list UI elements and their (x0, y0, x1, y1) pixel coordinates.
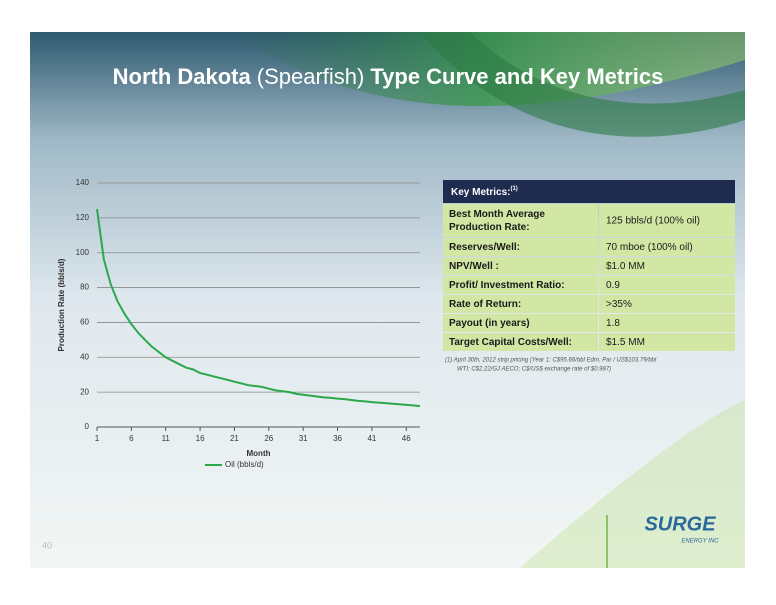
metric-label: Production Rate: (449, 222, 530, 233)
table-cell (599, 204, 735, 237)
metric-label: Target Capital Costs/Well: (449, 337, 572, 348)
x-tick-label: 16 (196, 434, 205, 443)
x-axis-label: Month (247, 449, 271, 458)
table-cell (599, 257, 735, 275)
x-tick-label: 36 (333, 434, 342, 443)
metric-value: 1.8 (606, 318, 620, 329)
metric-label: Best Month Average (449, 209, 545, 220)
metric-value: $1.5 MM (606, 337, 645, 348)
title-part: Type Curve and Key Metrics (370, 64, 663, 89)
y-tick-label: 0 (85, 422, 90, 431)
metric-label: Payout (in years) (449, 318, 530, 329)
table-cell (443, 295, 598, 313)
table-cell (443, 314, 598, 332)
table-cell (443, 238, 598, 256)
title-part: North Dakota (113, 64, 252, 89)
table-cell (443, 257, 598, 275)
header-text: Key Metrics: (451, 187, 510, 198)
table-cell (599, 333, 735, 351)
metric-value: >35% (606, 299, 632, 310)
table-cell (443, 204, 598, 237)
x-tick-label: 1 (95, 434, 100, 443)
y-tick-label: 20 (80, 387, 89, 396)
metric-label: NPV/Well : (449, 261, 499, 272)
metric-label: Reserves/Well: (449, 242, 520, 253)
title-part: (Spearfish) (257, 64, 365, 89)
y-tick-label: 40 (80, 352, 89, 361)
slide-title: North Dakota (Spearfish) Type Curve and Ke… (113, 64, 664, 89)
logo-sub: ENERGY INC (681, 539, 719, 545)
logo: SURGE (644, 513, 716, 535)
page-number: 40 (42, 540, 52, 550)
x-tick-label: 31 (299, 434, 308, 443)
footnote: (1) April 30th, 2012 strip pricing (Year… (445, 358, 657, 364)
metric-value: 125 bbls/d (100% oil) (606, 216, 700, 227)
swoosh (420, 32, 745, 137)
y-tick-label: 100 (76, 248, 90, 257)
table-cell (599, 238, 735, 256)
swoosh (520, 400, 745, 568)
metric-value: 0.9 (606, 280, 620, 291)
x-tick-label: 41 (367, 434, 376, 443)
x-tick-label: 46 (402, 434, 411, 443)
series-line (96, 208, 421, 408)
metrics-table: Key Metrics:(1) Best Month Average Product… (443, 180, 735, 373)
metric-value: 70 mboe (100% oil) (606, 242, 693, 253)
x-tick-label: 11 (162, 434, 171, 443)
table-header-bg (443, 180, 735, 203)
header-note: (1) (510, 186, 517, 192)
y-tick-label: 140 (76, 178, 90, 187)
y-tick-label: 80 (80, 283, 89, 292)
footnote: WTI; C$2.22/GJ AECO; C$/US$ exchange rat… (457, 367, 611, 373)
table-cell (443, 276, 598, 294)
x-tick-label: 6 (129, 434, 134, 443)
y-tick-label: 120 (76, 213, 90, 222)
x-tick-label: 21 (230, 434, 239, 443)
metric-label: Rate of Return: (449, 299, 521, 310)
table-cell (443, 333, 598, 351)
metric-value: $1.0 MM (606, 261, 645, 272)
table-cell (599, 276, 735, 294)
table-header: Key Metrics:(1) (451, 186, 518, 198)
legend-label: Oil (bbls/d) (225, 460, 264, 469)
table-cell (599, 295, 735, 313)
x-tick-label: 26 (264, 434, 273, 443)
y-axis-label: Production Rate (bbls/d) (57, 258, 66, 351)
y-tick-label: 60 (80, 318, 89, 327)
table-cell (599, 314, 735, 332)
metric-label: Profit/ Investment Ratio: (449, 280, 565, 291)
